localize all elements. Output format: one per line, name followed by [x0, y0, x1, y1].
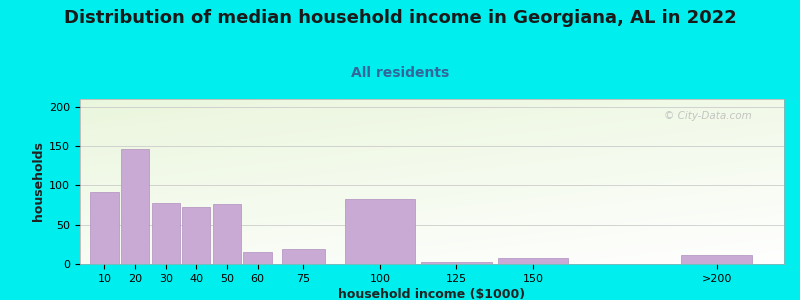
Bar: [282, 249, 325, 264]
Text: Distribution of median household income in Georgiana, AL in 2022: Distribution of median household income …: [64, 9, 736, 27]
Bar: [182, 207, 210, 264]
Bar: [121, 149, 149, 264]
Bar: [345, 199, 415, 264]
X-axis label: household income ($1000): household income ($1000): [338, 288, 526, 300]
Bar: [682, 255, 752, 264]
Text: © City-Data.com: © City-Data.com: [664, 110, 752, 121]
Bar: [243, 252, 272, 264]
Bar: [90, 192, 118, 264]
Bar: [422, 262, 492, 264]
Text: All residents: All residents: [351, 66, 449, 80]
Bar: [498, 258, 568, 264]
Bar: [152, 203, 180, 264]
Y-axis label: households: households: [32, 142, 45, 221]
Bar: [213, 203, 241, 264]
